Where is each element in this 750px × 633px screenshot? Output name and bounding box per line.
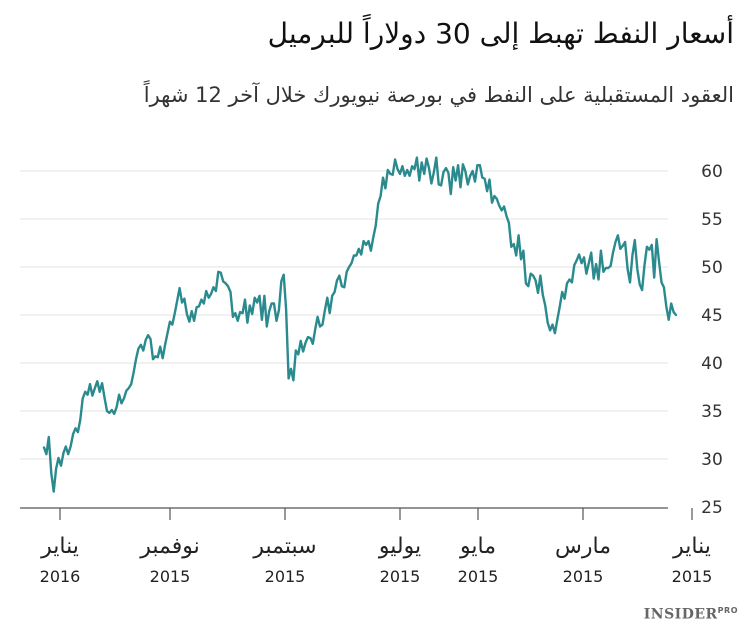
chart-title: أسعار النفط تهبط إلى 30 دولاراً للبرميل [267, 17, 734, 50]
y-tick-label: 35 [701, 402, 723, 422]
x-tick-month-label: مايو [459, 534, 496, 559]
x-tick-year-label: 2015 [265, 567, 306, 586]
x-tick-year-label: 2015 [458, 567, 499, 586]
x-tick-month-label: مارس [555, 534, 611, 559]
x-axis-tick-labels: يناير 2016 نوفمبر 2015 سبتمبر 2015 يوليو 2015 ما… [40, 508, 713, 586]
y-tick-label: 25 [701, 498, 723, 518]
y-tick-label: 55 [701, 210, 723, 230]
brand-suffix: PRO [717, 606, 738, 616]
x-tick-month-label: يوليو [378, 534, 421, 559]
x-tick-month-label: يناير [40, 534, 79, 559]
series-line [42, 156, 678, 493]
x-tick-year-label: 2015 [150, 567, 191, 586]
x-tick-year-label: 2015 [563, 567, 604, 586]
y-tick-label: 40 [701, 354, 723, 374]
x-tick-month-label: يناير [672, 534, 711, 559]
x-tick-month-label: نوفمبر [139, 534, 200, 559]
y-tick-label: 45 [701, 306, 723, 326]
grid-lines [20, 170, 668, 460]
x-tick-year-label: 2016 [40, 567, 81, 586]
chart-subtitle: العقود المستقبلية على النفط في بورصة نيو… [143, 83, 734, 107]
y-axis-tick-labels: 25 30 35 40 45 50 55 60 [701, 162, 723, 518]
x-tick-year-label: 2015 [380, 567, 421, 586]
series-layer [42, 156, 678, 493]
insider-pro-logo: INSIDERPRO [644, 606, 738, 623]
x-tick-month-label: سبتمبر [252, 534, 316, 559]
y-tick-label: 30 [701, 450, 723, 470]
x-tick-year-label: 2015 [672, 567, 713, 586]
y-tick-label: 60 [701, 162, 723, 182]
y-tick-label: 50 [701, 258, 723, 278]
brand-name: INSIDER [643, 607, 718, 623]
